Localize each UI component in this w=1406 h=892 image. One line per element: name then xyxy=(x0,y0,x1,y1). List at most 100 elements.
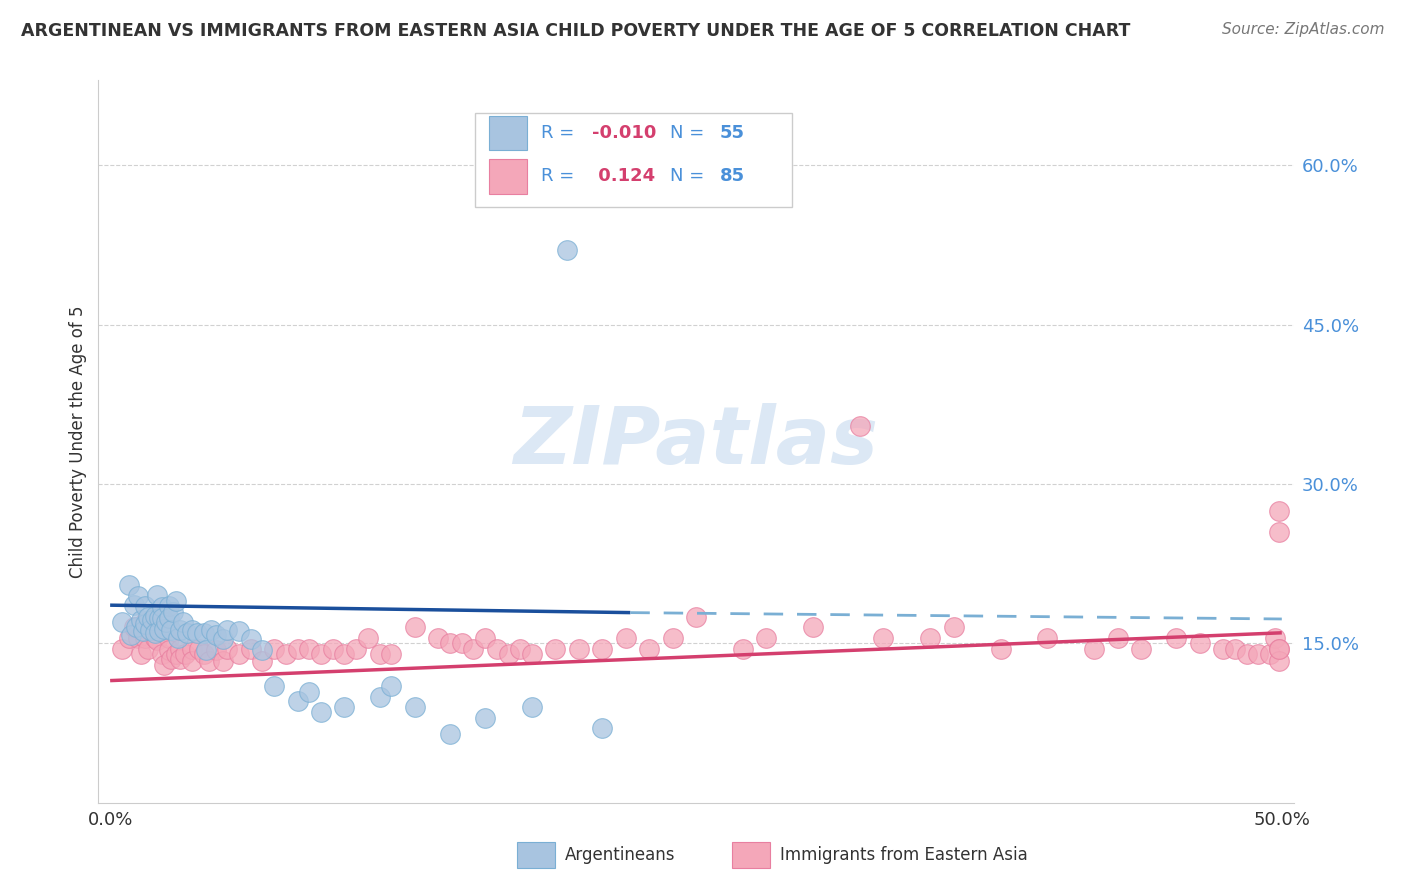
Text: 0.124: 0.124 xyxy=(592,168,655,186)
Point xyxy=(1236,647,1258,661)
Point xyxy=(169,623,191,637)
Point xyxy=(129,647,152,661)
Point xyxy=(1036,631,1059,645)
Text: Argentineans: Argentineans xyxy=(565,846,675,863)
Point xyxy=(322,641,344,656)
Point xyxy=(298,685,321,699)
Point xyxy=(181,641,204,656)
Point xyxy=(157,631,180,645)
Point xyxy=(544,641,567,656)
Point xyxy=(111,641,134,656)
Text: ZIPatlas: ZIPatlas xyxy=(513,402,879,481)
Point xyxy=(193,647,215,661)
Point xyxy=(239,641,262,656)
Point xyxy=(169,641,191,656)
Point xyxy=(211,632,233,647)
Point xyxy=(134,631,156,645)
Point xyxy=(309,647,332,661)
Point xyxy=(1268,503,1291,517)
Point xyxy=(755,631,778,645)
Point xyxy=(148,624,170,638)
Point xyxy=(509,641,531,656)
Point xyxy=(263,641,285,656)
Point xyxy=(661,631,683,645)
Point xyxy=(141,613,163,627)
Point xyxy=(568,641,591,656)
Text: ARGENTINEAN VS IMMIGRANTS FROM EASTERN ASIA CHILD POVERTY UNDER THE AGE OF 5 COR: ARGENTINEAN VS IMMIGRANTS FROM EASTERN A… xyxy=(21,22,1130,40)
Point xyxy=(849,418,872,433)
Point xyxy=(111,615,134,630)
Point xyxy=(520,700,543,714)
Point xyxy=(1107,631,1129,645)
Point xyxy=(1268,641,1291,656)
Point xyxy=(555,244,578,258)
Point xyxy=(204,642,226,657)
Text: 55: 55 xyxy=(720,124,745,142)
Point xyxy=(439,636,461,650)
Point xyxy=(176,625,198,640)
Point xyxy=(188,641,211,656)
Point xyxy=(118,578,141,592)
Point xyxy=(380,647,402,661)
Point xyxy=(122,620,145,634)
FancyBboxPatch shape xyxy=(517,842,555,868)
Point xyxy=(141,620,163,634)
Point xyxy=(252,642,274,657)
Point xyxy=(193,625,215,640)
Point xyxy=(127,631,149,645)
Point xyxy=(638,641,661,656)
Point xyxy=(157,599,180,614)
Point xyxy=(150,611,173,625)
Point xyxy=(1130,641,1153,656)
Point xyxy=(920,631,942,645)
Point xyxy=(439,727,461,741)
Point xyxy=(122,598,145,612)
Point xyxy=(181,655,204,669)
Point xyxy=(160,623,183,637)
Point xyxy=(404,620,426,634)
Point xyxy=(157,642,180,657)
Text: 85: 85 xyxy=(720,168,745,186)
Point xyxy=(333,647,356,661)
Text: R =: R = xyxy=(541,168,579,186)
Point xyxy=(520,647,543,661)
Point xyxy=(1268,524,1291,539)
FancyBboxPatch shape xyxy=(733,842,770,868)
Point xyxy=(1264,631,1286,645)
Point xyxy=(153,622,176,636)
Point xyxy=(143,625,166,640)
Point xyxy=(129,613,152,627)
Point xyxy=(217,641,239,656)
Point xyxy=(136,641,159,656)
Point xyxy=(274,647,297,661)
Point xyxy=(211,655,233,669)
Point xyxy=(143,608,166,623)
Point xyxy=(150,600,173,615)
Point xyxy=(298,641,321,656)
Point xyxy=(162,605,184,619)
Point xyxy=(404,700,426,714)
Text: Immigrants from Eastern Asia: Immigrants from Eastern Asia xyxy=(779,846,1028,863)
Point xyxy=(134,617,156,632)
Point xyxy=(136,610,159,624)
Point xyxy=(1083,641,1105,656)
Point xyxy=(614,631,637,645)
Point xyxy=(498,647,520,661)
Point xyxy=(1223,641,1246,656)
Point xyxy=(127,589,149,603)
Point xyxy=(165,594,187,608)
Point xyxy=(132,624,155,638)
Point xyxy=(942,620,965,634)
Point xyxy=(195,642,218,657)
Point xyxy=(368,647,391,661)
Point xyxy=(591,641,613,656)
Point xyxy=(287,641,309,656)
Point xyxy=(357,631,380,645)
Point xyxy=(990,641,1012,656)
Point xyxy=(155,615,177,630)
Point xyxy=(1212,641,1234,656)
Point xyxy=(217,623,239,637)
Point xyxy=(239,632,262,647)
Point xyxy=(1247,647,1270,661)
Point xyxy=(287,694,309,708)
